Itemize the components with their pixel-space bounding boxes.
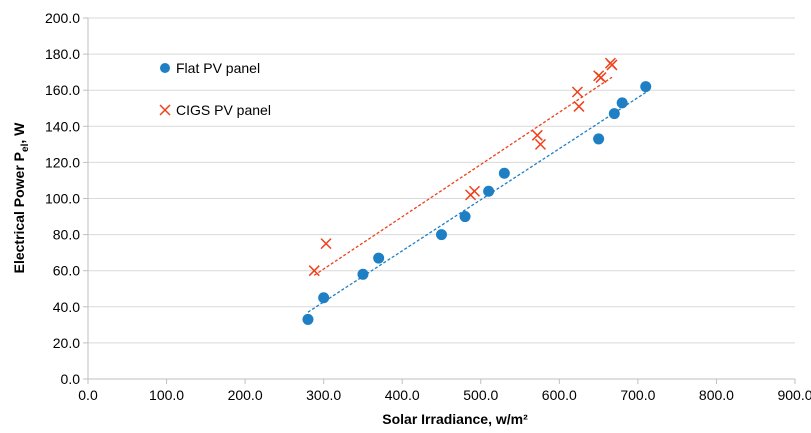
trendline-series-0	[307, 91, 647, 313]
point-flat-pv	[436, 229, 447, 241]
point-cigs-pv	[606, 59, 618, 71]
point-flat-pv	[459, 211, 471, 223]
point-cigs-pv	[308, 265, 320, 277]
y-tick-labels: 0.0 20.0 40.0 60.0 80.0 100.0 120.0 140.0 160.0 1…	[45, 10, 80, 387]
point-cigs-pv	[571, 86, 583, 98]
axes	[83, 17, 796, 384]
x-tick-label: 700.0	[620, 387, 655, 403]
x-tick-label: 300.0	[306, 387, 341, 403]
point-flat-pv	[608, 108, 620, 120]
legend-marker-flat	[160, 63, 170, 73]
point-cigs-pv	[531, 129, 543, 141]
y-tick-label: 100.0	[45, 191, 80, 207]
y-tick-label: 0.0	[61, 371, 81, 387]
gridlines	[88, 17, 795, 344]
y-tick-label: 180.0	[45, 46, 80, 62]
y-tick-label: 80.0	[53, 227, 80, 243]
point-flat-pv	[498, 167, 510, 179]
legend-label-flat: Flat PV panel	[176, 60, 260, 76]
x-tick-labels: 0.0 100.0 200.0 300.0 400.0 500.0 600.0 700.0 80…	[78, 387, 811, 403]
point-cigs-pv	[534, 138, 547, 150]
point-flat-pv	[302, 313, 314, 325]
legend-label-cigs: CIGS PV panel	[176, 102, 271, 118]
point-cigs-pv	[320, 238, 332, 250]
point-flat-pv	[593, 133, 605, 145]
point-flat-pv	[483, 185, 495, 197]
point-flat-pv	[373, 252, 385, 264]
x-tick-label: 0.0	[78, 387, 98, 403]
point-flat-pv	[357, 268, 369, 280]
y-tick-label: 20.0	[53, 335, 80, 351]
point-cigs-pv	[595, 72, 607, 84]
x-tick-label: 600.0	[542, 387, 577, 403]
x-tick-label: 100.0	[149, 387, 184, 403]
y-tick-label: 160.0	[45, 82, 80, 98]
point-cigs-pv	[468, 185, 481, 197]
x-tick-label: 500.0	[463, 387, 498, 403]
y-tick-label: 140.0	[45, 118, 80, 134]
y-tick-label: 200.0	[45, 10, 80, 26]
point-flat-pv	[318, 292, 330, 304]
x-tick-label: 800.0	[699, 387, 734, 403]
y-tick-label: 120.0	[45, 154, 80, 170]
trendline-series-1	[313, 76, 613, 276]
y-tick-label: 40.0	[53, 299, 80, 315]
point-cigs-pv	[573, 100, 585, 112]
legend: Flat PV panel CIGS PV panel	[159, 60, 271, 118]
legend-marker-cigs	[159, 104, 171, 116]
x-tick-label: 200.0	[228, 387, 263, 403]
x-tick-label: 400.0	[385, 387, 420, 403]
data-points	[302, 57, 652, 325]
x-axis-title: Solar Irradiance, w/m²	[382, 411, 528, 427]
point-flat-pv	[640, 81, 652, 93]
x-tick-label: 900.0	[777, 387, 811, 403]
y-tick-label: 60.0	[53, 263, 80, 279]
y-axis-title: Electrical Power Pel, W	[11, 122, 31, 274]
point-flat-pv	[616, 97, 628, 109]
